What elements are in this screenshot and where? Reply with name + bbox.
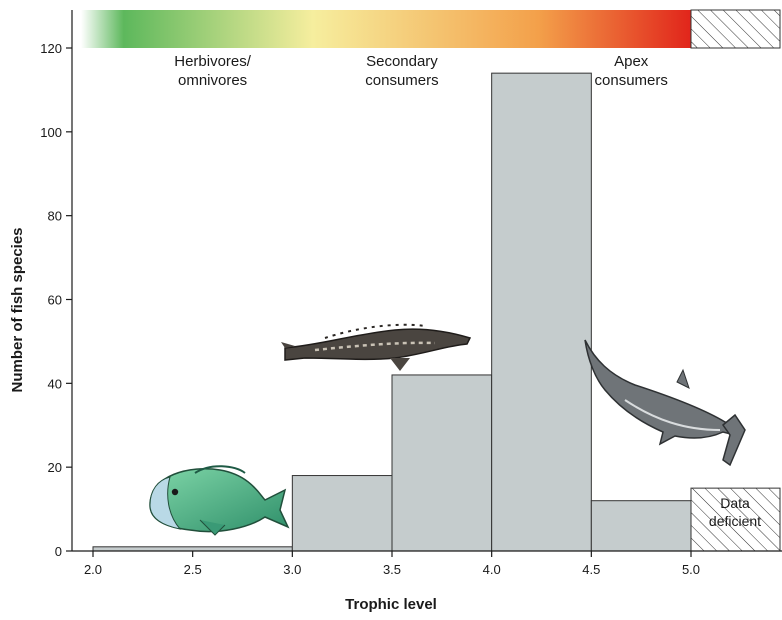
band-label-line: consumers bbox=[365, 72, 438, 89]
hammerhead-shark-icon bbox=[584, 339, 746, 467]
band-label-line: Herbivores/ bbox=[174, 53, 252, 70]
histogram-bar-1 bbox=[291, 475, 393, 552]
y-tick-label: 0 bbox=[55, 544, 62, 559]
x-tick-label: 3.0 bbox=[283, 562, 301, 577]
y-axis-title: Number of fish species bbox=[9, 227, 26, 392]
x-tick-label: 2.5 bbox=[184, 562, 202, 577]
y-tick-label: 60 bbox=[48, 293, 62, 308]
data-deficient-bar: Data deficient bbox=[690, 487, 781, 552]
band-label-line: consumers bbox=[595, 72, 668, 89]
y-tick-label: 20 bbox=[48, 460, 62, 475]
band-label-0: Herbivores/omnivores bbox=[174, 53, 252, 89]
x-tick-label: 2.0 bbox=[84, 562, 102, 577]
sturgeon-icon bbox=[281, 323, 472, 371]
x-tick-label: 3.5 bbox=[383, 562, 401, 577]
trophic-gradient-band bbox=[81, 9, 781, 49]
gradient-hatch-segment bbox=[690, 9, 781, 49]
histogram-bar-2 bbox=[391, 374, 493, 552]
band-label-line: omnivores bbox=[178, 72, 247, 89]
parrotfish-icon bbox=[149, 465, 290, 536]
histogram-bar-4 bbox=[590, 500, 692, 552]
y-axis-ticks: 0 20 40 60 80 100 120 bbox=[40, 41, 72, 559]
y-tick-label: 80 bbox=[48, 209, 62, 224]
y-tick-label: 40 bbox=[48, 376, 62, 391]
band-label-1: Secondary consumers bbox=[365, 53, 438, 89]
histogram-bars bbox=[92, 72, 692, 552]
histogram-bar-0 bbox=[92, 546, 293, 552]
gradient-bar bbox=[81, 10, 691, 48]
data-deficient-label: Data deficient bbox=[709, 495, 761, 529]
x-tick-label: 4.0 bbox=[483, 562, 501, 577]
data-deficient-label-line: Data bbox=[720, 495, 750, 511]
x-tick-label: 5.0 bbox=[682, 562, 700, 577]
x-tick-label: 4.5 bbox=[582, 562, 600, 577]
band-label-2: Apex consumers bbox=[595, 53, 668, 89]
data-deficient-box bbox=[690, 487, 781, 552]
y-tick-label: 100 bbox=[40, 125, 62, 140]
histogram-bar-3 bbox=[491, 72, 592, 552]
band-label-line: Apex bbox=[614, 53, 649, 70]
data-deficient-label-line: deficient bbox=[709, 513, 761, 529]
y-tick-label: 120 bbox=[40, 41, 62, 56]
axes: 0 20 40 60 80 100 120 2.0 2.5 3.0 3.5 4.0 4.5 5.0 bbox=[40, 10, 782, 577]
x-axis-ticks: 2.0 2.5 3.0 3.5 4.0 4.5 5.0 bbox=[84, 551, 700, 577]
x-axis-title: Trophic level bbox=[345, 596, 437, 613]
band-label-line: Secondary bbox=[366, 53, 438, 70]
